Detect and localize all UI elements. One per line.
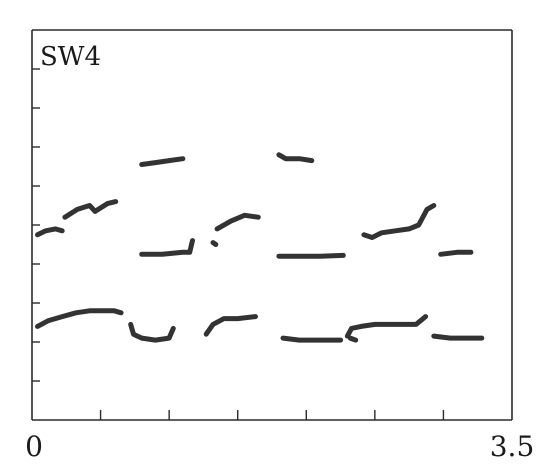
trace-segment-4 xyxy=(214,212,261,232)
trace-segment-10 xyxy=(438,249,474,257)
trace-segment-15 xyxy=(344,314,429,339)
trace-segment-16 xyxy=(347,335,359,343)
pitch-traces xyxy=(35,152,485,343)
trace-segment-14 xyxy=(280,335,344,343)
trace-segment-12 xyxy=(128,321,176,343)
trace-segment-13 xyxy=(203,314,258,337)
trace-segment-6 xyxy=(361,203,437,240)
trace-segment-3 xyxy=(139,156,186,167)
trace-segment-17 xyxy=(431,333,485,341)
trace-segment-11 xyxy=(35,308,124,329)
x-tick-label-1: 0 xyxy=(25,430,43,463)
panel-label: SW4 xyxy=(40,42,101,72)
trace-segment-7 xyxy=(139,238,195,257)
trace-segment-1 xyxy=(35,226,65,238)
tick-marks xyxy=(32,68,445,420)
trace-segment-2 xyxy=(62,199,119,220)
x-tick-labels: 0 3.5 xyxy=(25,430,534,463)
trace-segment-5 xyxy=(276,152,315,164)
trace-segment-8 xyxy=(210,240,219,247)
trace-segment-9 xyxy=(276,252,346,259)
x-tick-label-2: 3.5 xyxy=(490,430,535,463)
